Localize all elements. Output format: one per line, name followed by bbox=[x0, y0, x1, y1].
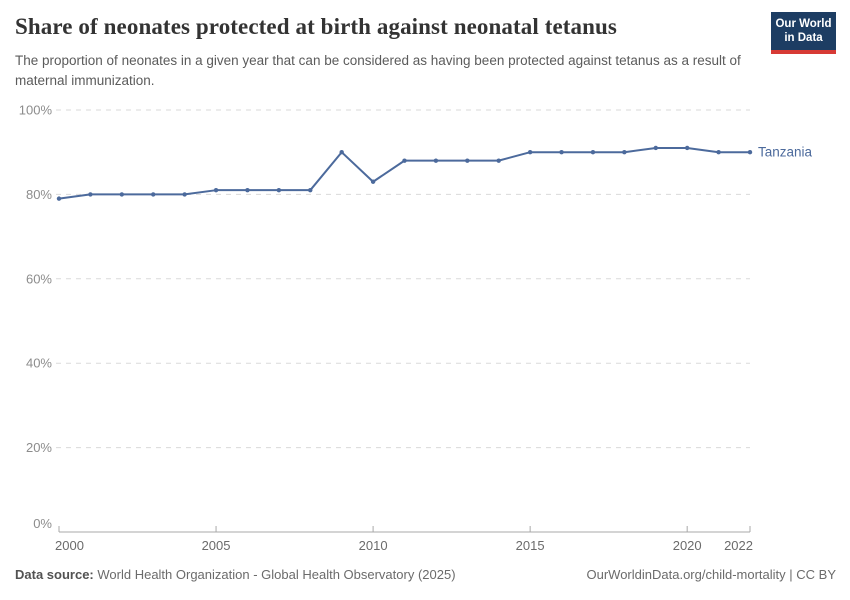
data-point[interactable] bbox=[119, 192, 125, 197]
data-point[interactable] bbox=[747, 150, 753, 155]
x-axis-label: 2015 bbox=[516, 538, 545, 553]
data-point[interactable] bbox=[590, 150, 596, 155]
data-point[interactable] bbox=[151, 192, 156, 197]
x-axis-label: 2022 bbox=[724, 538, 753, 553]
data-point[interactable] bbox=[370, 179, 376, 184]
y-axis-label: 60% bbox=[26, 271, 52, 286]
x-axis-label: 2005 bbox=[202, 538, 231, 553]
y-axis-label: 80% bbox=[26, 187, 52, 202]
data-point[interactable] bbox=[56, 196, 62, 201]
y-axis-label: 100% bbox=[19, 103, 53, 118]
series-end-label: Tanzania bbox=[758, 145, 813, 160]
data-point[interactable] bbox=[245, 187, 250, 193]
data-point[interactable] bbox=[276, 187, 282, 193]
data-point[interactable] bbox=[527, 150, 533, 155]
y-axis-label: 0% bbox=[33, 516, 52, 531]
data-point[interactable] bbox=[339, 150, 344, 155]
line-chart: 0% 20% 40% 60% 80% 100% 2000 2005 2010 2015 2020 20… bbox=[0, 95, 850, 560]
owid-url: OurWorldinData.org/child-mortality | CC … bbox=[586, 567, 837, 582]
data-point[interactable] bbox=[653, 145, 658, 151]
x-axis-label: 2000 bbox=[55, 538, 84, 553]
page-title: Share of neonates protected at birth aga… bbox=[15, 14, 617, 39]
data-point[interactable] bbox=[213, 187, 219, 193]
data-point[interactable] bbox=[496, 158, 501, 163]
chart-canvas[interactable]: 0% 20% 40% 60% 80% 100% 2000 2005 2010 2015 2020 20… bbox=[0, 95, 850, 560]
logo-line-1: Our World bbox=[775, 18, 832, 30]
y-axis-label: 20% bbox=[26, 440, 52, 455]
data-point[interactable] bbox=[88, 192, 93, 197]
data-point[interactable] bbox=[559, 150, 564, 155]
data-point[interactable] bbox=[433, 158, 439, 163]
data-point[interactable] bbox=[402, 158, 407, 163]
data-source-label: Data source: bbox=[15, 567, 94, 582]
data-point[interactable] bbox=[308, 187, 313, 193]
logo-line-2: in Data bbox=[784, 32, 823, 45]
owid-logo: Our World in Data bbox=[771, 12, 836, 54]
x-axis-label: 2020 bbox=[673, 538, 702, 553]
series-line[interactable] bbox=[58, 146, 751, 200]
data-source-text: World Health Organization - Global Healt… bbox=[97, 567, 456, 582]
data-point[interactable] bbox=[622, 150, 627, 155]
data-point[interactable] bbox=[182, 192, 187, 197]
data-point[interactable] bbox=[716, 150, 721, 155]
data-point[interactable] bbox=[684, 145, 690, 151]
x-axis-label: 2010 bbox=[359, 538, 388, 553]
chart-subtitle: The proportion of neonates in a given ye… bbox=[15, 53, 741, 88]
chart-footer: Data source: World Health Organization -… bbox=[15, 567, 836, 582]
data-point[interactable] bbox=[465, 158, 470, 163]
data-source: Data source: World Health Organization -… bbox=[15, 567, 456, 582]
y-axis-label: 40% bbox=[26, 356, 52, 371]
